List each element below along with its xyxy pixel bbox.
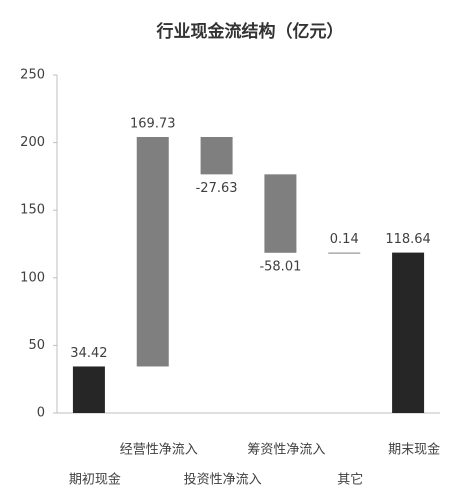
change-bar <box>328 252 361 254</box>
y-tick-label: 0 <box>37 406 45 421</box>
data-label: 0.14 <box>330 232 359 247</box>
data-label: 118.64 <box>385 232 431 247</box>
x-tick-label: 期初现金 <box>69 472 121 488</box>
data-label: 169.73 <box>130 116 176 131</box>
chart-title: 行业现金流结构（亿元） <box>156 21 344 42</box>
change-bar <box>264 174 297 253</box>
change-bar <box>136 136 169 367</box>
x-tick-label: 其它 <box>337 472 363 488</box>
x-tick-label: 经营性净流入 <box>120 443 198 458</box>
x-tick-label: 筹资性净流入 <box>247 442 325 458</box>
total-bar <box>72 366 105 413</box>
y-tick-label: 100 <box>20 270 45 285</box>
change-bar <box>200 136 233 175</box>
data-label: -27.63 <box>196 181 238 196</box>
x-tick-label: 期末现金 <box>388 442 440 458</box>
data-label: -58.01 <box>259 259 301 274</box>
total-bar <box>392 252 425 413</box>
y-tick-label: 250 <box>20 68 45 83</box>
y-tick-label: 200 <box>20 135 45 150</box>
x-tick-label: 投资性净流入 <box>184 472 262 488</box>
data-label: 34.42 <box>70 346 107 361</box>
y-tick-label: 150 <box>20 203 45 218</box>
y-tick-label: 50 <box>28 338 45 353</box>
